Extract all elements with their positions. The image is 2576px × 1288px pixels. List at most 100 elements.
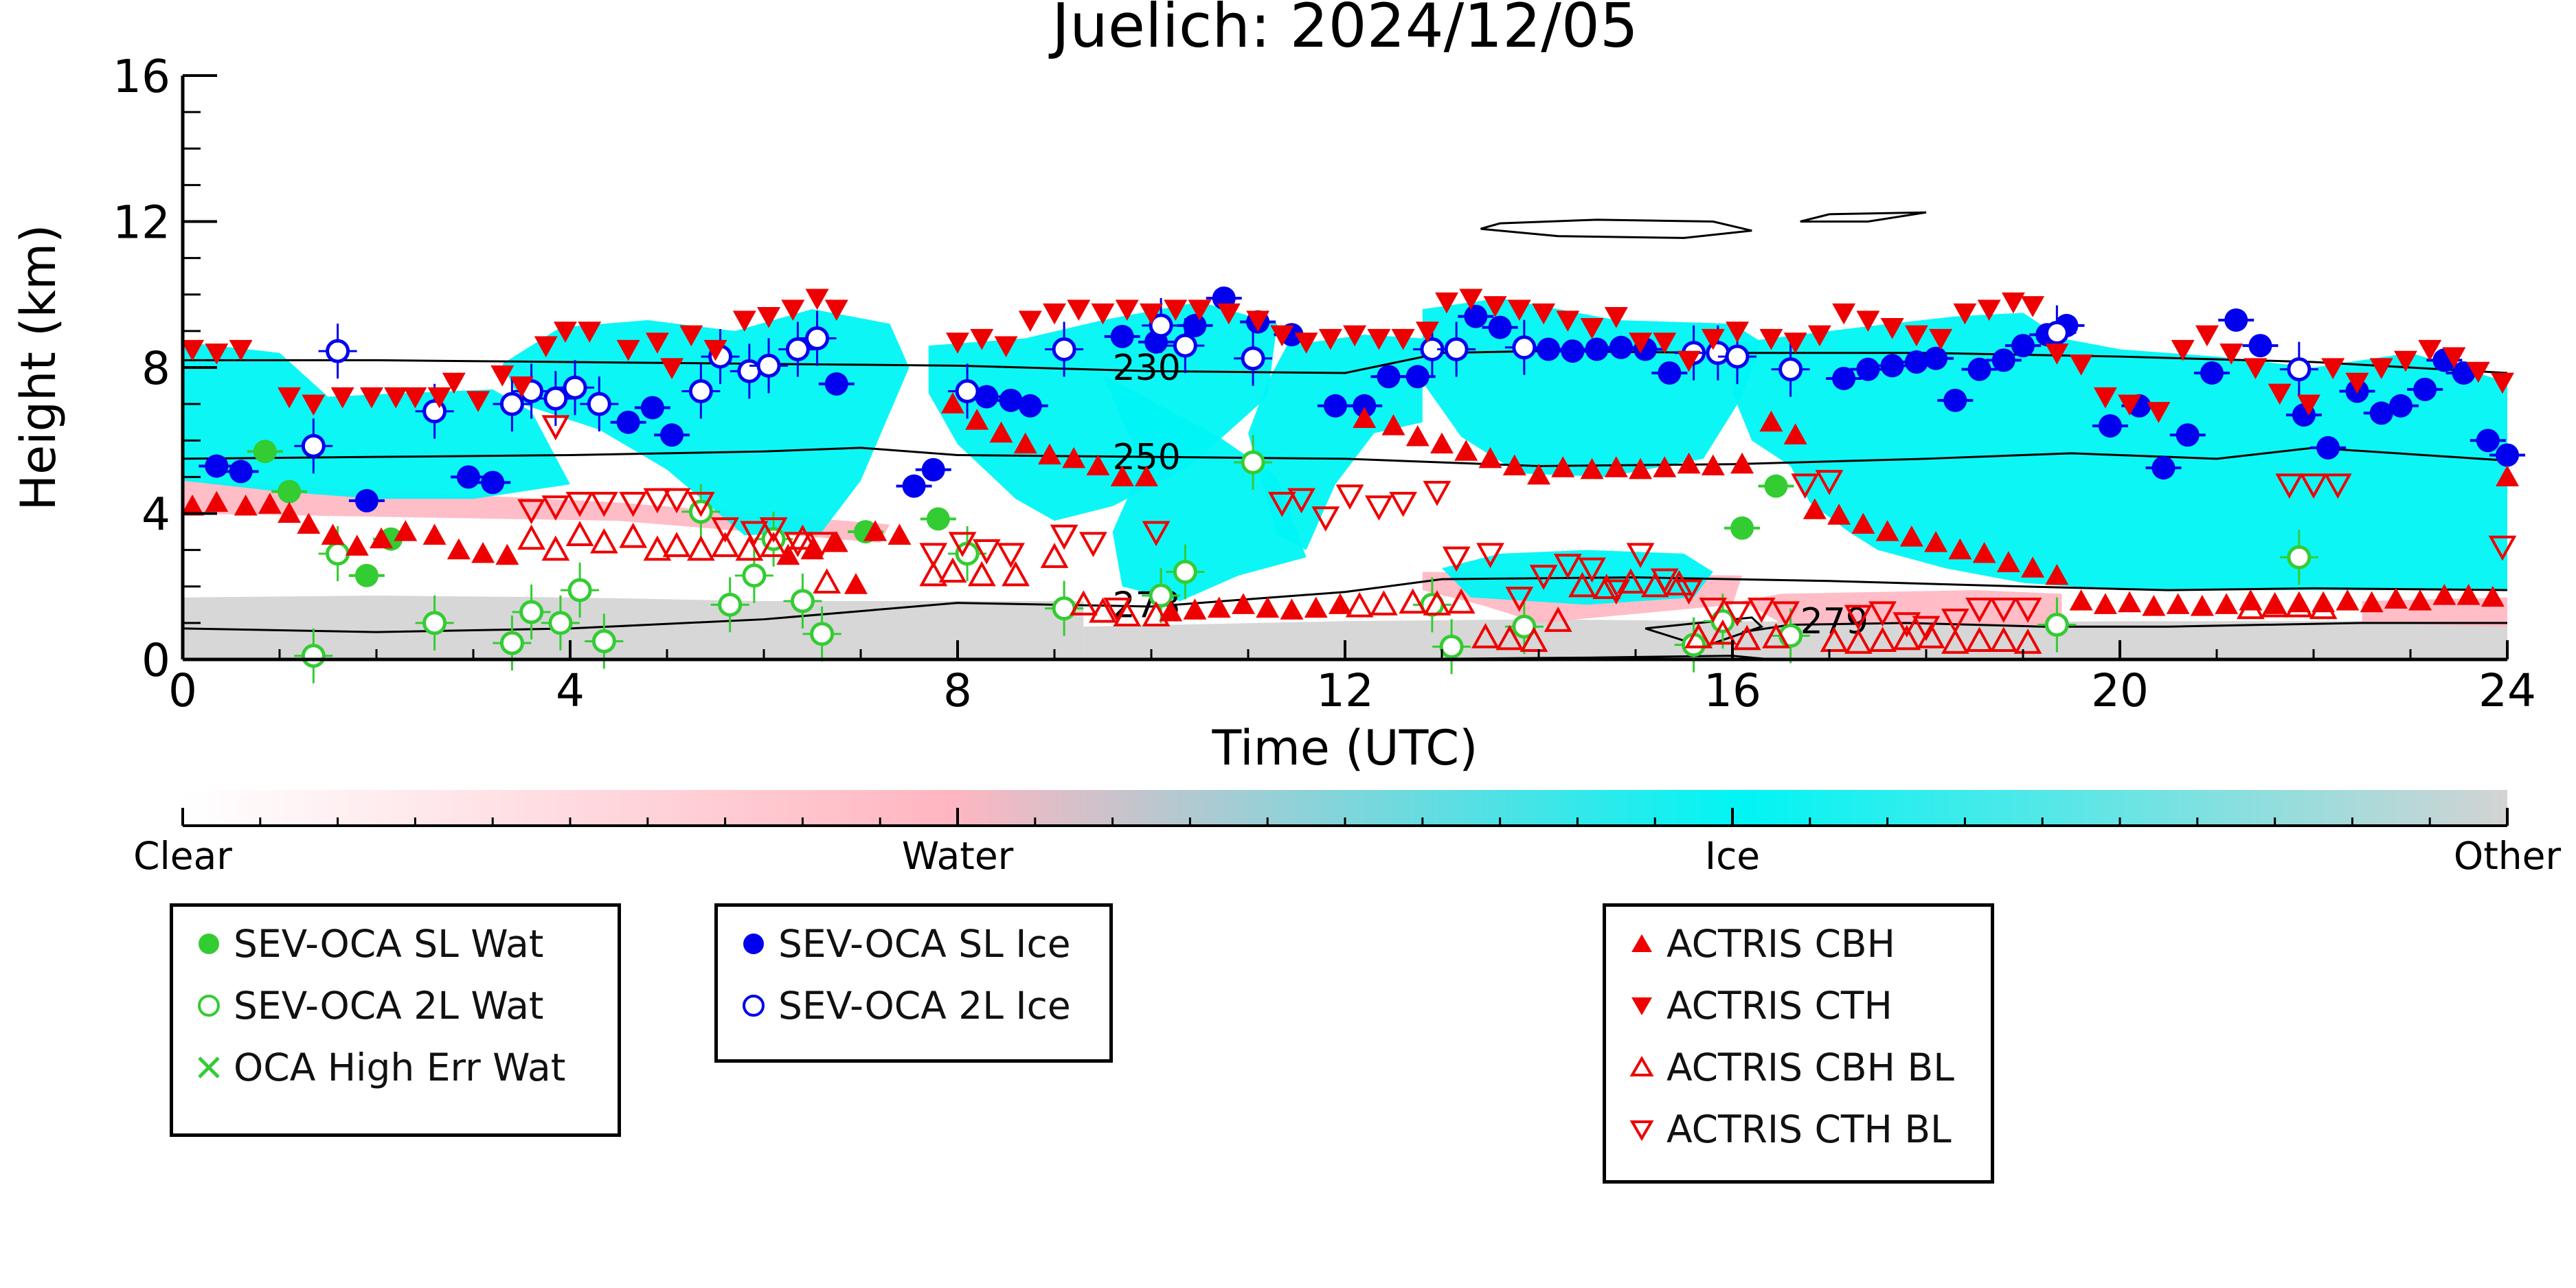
data-point [1405,365,1430,389]
legend-item-cbh: ACTRIS CBH [1627,923,1895,964]
data-point [824,531,848,552]
data-point [2432,584,2456,605]
series-actris-cth-bl [517,415,2517,642]
data-point [1747,598,1776,623]
data-point [1471,623,1500,648]
data-point [1370,590,1398,615]
retrieval-markers [181,286,2525,683]
data-point [711,517,739,543]
data-point [2195,325,2219,347]
data-point [2248,334,2272,358]
data-point [1851,512,1875,534]
data-point [2309,594,2338,620]
data-point [1665,569,1693,596]
data-point [578,321,602,343]
data-point [2408,589,2432,611]
data-point [326,339,350,363]
data-point [1134,465,1158,486]
data-point [1447,588,1476,614]
data-point [616,410,640,434]
data-point [1086,454,1110,476]
x-tick-label: 0 [168,664,197,717]
data-point [543,386,568,411]
data-point [1495,624,1524,651]
data-point [1435,292,1459,314]
data-point [297,512,321,534]
data-point [1912,615,1941,642]
data-point [205,454,229,478]
data-point [1318,328,1342,350]
data-point [1207,596,1231,618]
data-point [1629,457,1653,479]
data-point [948,532,977,558]
data-point [278,479,302,504]
data-point [1764,474,1788,498]
data-point [1585,337,1609,361]
y-tick-label: 4 [142,488,170,541]
legend-item-cbh-bl: ACTRIS CBH BL [1627,1047,1954,1088]
data-point [1762,623,1790,648]
data-point [403,387,427,409]
data-point [587,392,611,416]
data-point [2093,387,2117,409]
cloud-region-ice [1422,298,1762,477]
legend-label: SEV-OCA SL Wat [234,921,544,966]
data-point [1183,313,1207,337]
data-point [1323,394,1347,418]
data-point [1929,328,1953,350]
data-point [1899,526,1923,547]
data-point [205,343,229,365]
data-point [258,493,282,514]
data-point [1803,498,1827,519]
data-point [1488,315,1512,339]
data-point [776,543,800,565]
data-point [2045,343,2069,365]
data-point [1353,394,1377,418]
data-point [321,523,345,545]
data-point [2261,591,2289,618]
data-point [2285,591,2314,618]
data-point [1527,463,1550,485]
data-point [481,471,505,495]
data-point [1551,456,1575,477]
data-point [1140,303,1163,325]
data-point [354,488,379,512]
data-point [422,523,447,545]
legend-item-sl-wat: SEV-OCA SL Wat [194,923,543,964]
data-point [989,421,1013,443]
data-point [519,600,544,624]
data-point [2369,358,2393,379]
data-point [1464,304,1488,328]
data-point [1948,538,1972,560]
data-point [301,644,326,668]
data-point [447,538,471,560]
data-point [919,561,948,587]
data-point [229,460,253,484]
data-point [1519,626,1548,653]
data-point [1783,423,1807,444]
data-point [2044,321,2069,346]
data-point [1188,300,1212,321]
data-point [471,541,495,563]
data-point [1580,317,1604,339]
legend-item-2l-ice: SEV-OCA 2L Ice [738,985,1071,1026]
data-point [1965,598,1993,623]
cloud-region-ice [502,309,909,536]
data-point [994,336,1018,358]
axis-ticks: 0 4 8 12 16 20 24 0 4 8 12 16 [113,50,2536,717]
data-point [1953,303,1977,325]
legend-label: SEV-OCA 2L Wat [234,983,544,1028]
data-point [1815,470,1844,495]
series-sev-oca-2l-wat [294,435,2318,683]
data-point [1002,561,1030,587]
data-point [1580,457,1604,479]
series-actris-cbh [181,392,2519,622]
data-point [541,415,570,441]
data-point [1018,310,1042,332]
data-point [1732,624,1761,651]
data-point [1759,410,1783,432]
data-point [1502,454,1526,476]
colorbar-label-water: Water [902,834,1014,878]
data-point [1699,598,1728,623]
data-point [1507,300,1531,321]
